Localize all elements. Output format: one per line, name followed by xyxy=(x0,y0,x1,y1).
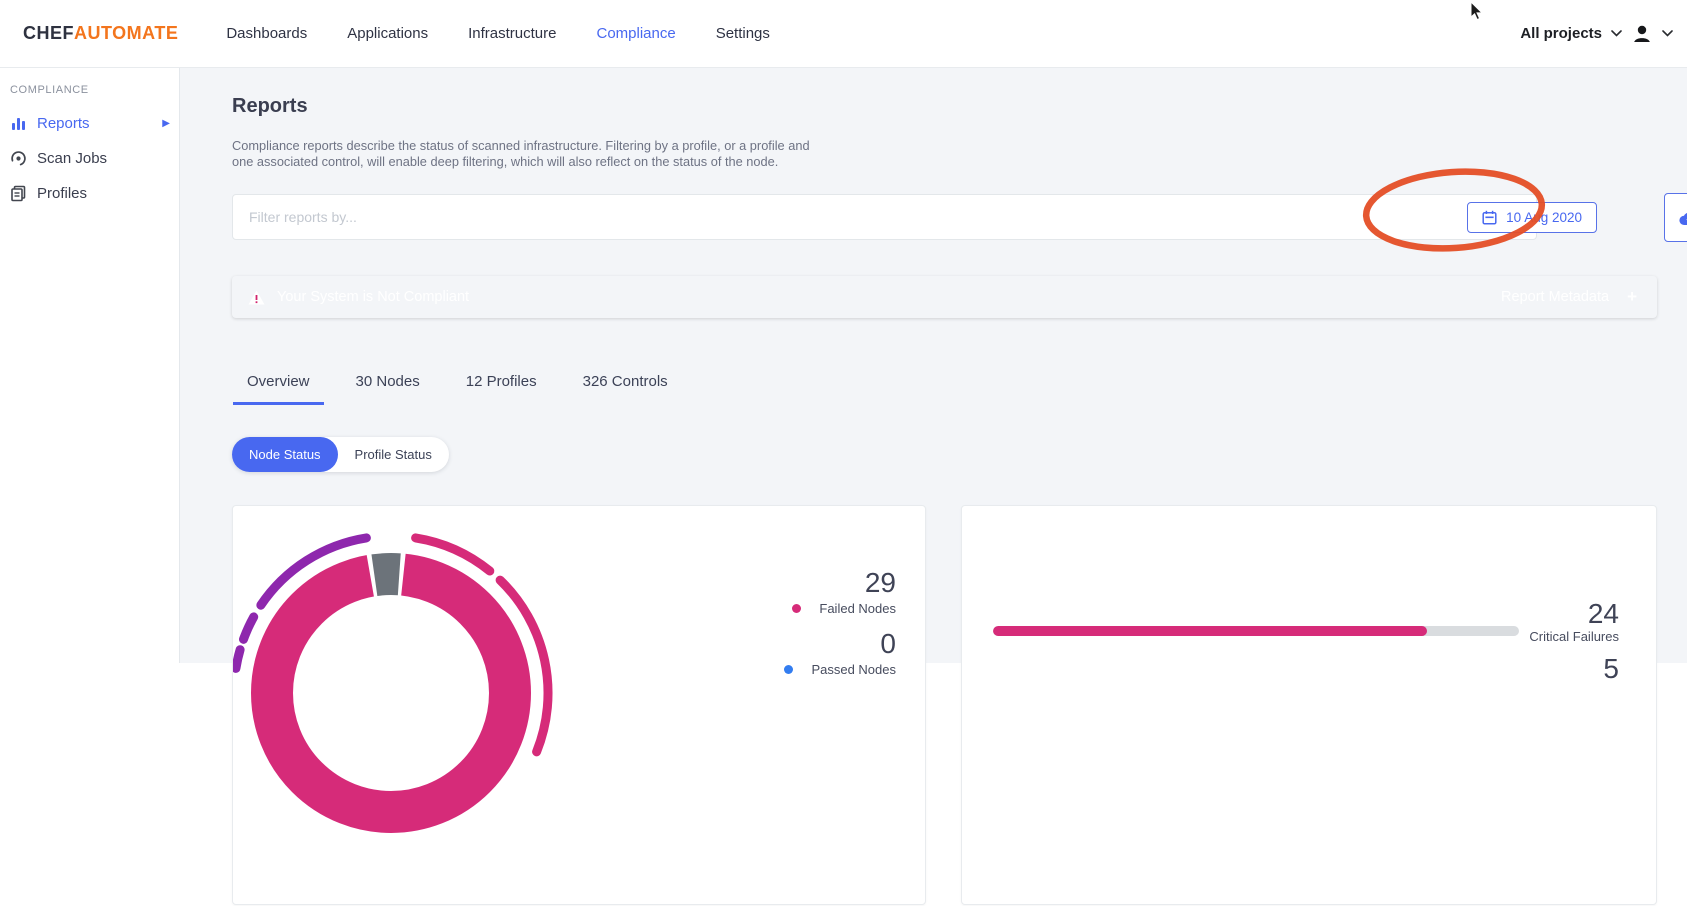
nav-dashboards[interactable]: Dashboards xyxy=(226,25,308,42)
cloud-download-icon xyxy=(1679,212,1687,225)
node-failures-card: 24 Critical Failures 5 xyxy=(961,505,1657,905)
failed-nodes-count: 29 xyxy=(864,567,896,598)
toggle-node-status[interactable]: Node Status xyxy=(232,437,338,472)
passed-nodes-label: Passed Nodes xyxy=(811,662,896,677)
status-type-toggle: Node Status Profile Status xyxy=(232,437,449,472)
page-description-line1: Compliance reports describe the status o… xyxy=(232,138,810,153)
date-range-label: 10 Aug 2020 xyxy=(1506,210,1582,225)
compliance-sidebar: COMPLIANCE Reports ▶ Scan Jobs xyxy=(0,68,180,663)
filter-reports-input[interactable] xyxy=(232,194,1537,240)
page-description-line2: one associated control, will enable deep… xyxy=(232,153,779,169)
primary-nav: Dashboards Applications Infrastructure C… xyxy=(226,25,770,42)
sidebar-item-scan-jobs[interactable]: Scan Jobs xyxy=(0,141,179,176)
failed-dot-icon xyxy=(792,604,802,613)
user-avatar-icon[interactable] xyxy=(1631,23,1653,45)
next-severity-count: 5 xyxy=(1603,653,1619,684)
reports-main-panel: Reports Compliance reports describe the … xyxy=(180,68,1687,905)
sidebar-item-label: Reports xyxy=(37,115,90,132)
node-status-donut-chart xyxy=(233,533,553,833)
node-status-card: 29 Failed Nodes 0 Passed Nodes xyxy=(232,505,926,905)
nav-applications[interactable]: Applications xyxy=(347,25,429,42)
critical-failures-count: 24 xyxy=(1587,598,1619,629)
projects-filter-button[interactable]: All projects xyxy=(1520,25,1602,42)
passed-dot-icon xyxy=(784,665,794,674)
nav-infrastructure[interactable]: Infrastructure xyxy=(468,25,557,42)
report-tabs: Overview 30 Nodes 12 Profiles 326 Contro… xyxy=(233,365,682,405)
nav-compliance[interactable]: Compliance xyxy=(596,25,676,42)
calendar-icon xyxy=(1482,210,1497,225)
sidebar-item-reports[interactable]: Reports ▶ xyxy=(0,106,179,141)
page-title: Reports xyxy=(232,95,308,117)
radar-icon xyxy=(10,150,27,167)
critical-failures-label: Critical Failures xyxy=(1529,629,1619,644)
sidebar-item-profiles[interactable]: Profiles xyxy=(0,176,179,211)
donut-legend: 29 Failed Nodes 0 Passed Nodes xyxy=(746,568,896,690)
severity-row-critical: 24 Critical Failures xyxy=(962,599,1656,651)
logo-chef: CHEF xyxy=(23,23,74,43)
report-metadata-label: Report Metadata xyxy=(1501,289,1610,305)
filter-toolbar: 10 Aug 2020 xyxy=(232,193,1687,242)
critical-failures-stat: 24 Critical Failures xyxy=(1529,598,1619,645)
user-menu-chevron-down-icon[interactable] xyxy=(1662,30,1673,37)
severity-row-next: 5 xyxy=(962,654,1656,706)
submenu-arrow-icon[interactable]: ▶ xyxy=(162,118,170,129)
report-metadata-toggle[interactable]: Report Metadata + xyxy=(1501,287,1637,307)
toggle-profile-status[interactable]: Profile Status xyxy=(354,447,432,462)
banner-message: Your System is Not Compliant xyxy=(277,289,470,305)
critical-failures-bar-fill xyxy=(993,626,1428,636)
tab-profiles[interactable]: 12 Profiles xyxy=(465,373,537,390)
topbar-right-controls: All projects xyxy=(1520,23,1673,45)
failed-nodes-label: Failed Nodes xyxy=(819,601,896,616)
sidebar-item-label: Scan Jobs xyxy=(37,150,108,167)
next-severity-stat: 5 xyxy=(1603,654,1619,684)
date-range-button[interactable]: 10 Aug 2020 xyxy=(1467,202,1597,233)
top-navigation-bar: CHEFAUTOMATE Dashboards Applications Inf… xyxy=(0,0,1687,68)
legend-failed-nodes: 29 Failed Nodes xyxy=(746,568,896,616)
expand-plus-icon: + xyxy=(1627,287,1637,306)
nav-settings[interactable]: Settings xyxy=(715,25,770,42)
tab-controls[interactable]: 326 Controls xyxy=(582,373,668,390)
warning-icon xyxy=(248,290,265,305)
legend-passed-nodes: 0 Passed Nodes xyxy=(746,629,896,677)
download-report-button[interactable] xyxy=(1664,193,1687,242)
passed-nodes-count: 0 xyxy=(880,628,896,659)
not-compliant-banner: Your System is Not Compliant Report Meta… xyxy=(232,276,1657,318)
chevron-down-icon[interactable] xyxy=(1611,30,1622,37)
page-description: Compliance reports describe the status o… xyxy=(232,138,810,169)
critical-failures-bar-track xyxy=(993,626,1519,636)
sidebar-section-label: COMPLIANCE xyxy=(10,84,89,96)
logo-automate: AUTOMATE xyxy=(74,23,179,43)
profiles-icon xyxy=(10,185,27,202)
tab-nodes[interactable]: 30 Nodes xyxy=(355,373,420,390)
chef-automate-logo[interactable]: CHEFAUTOMATE xyxy=(23,23,178,44)
sidebar-item-label: Profiles xyxy=(37,185,88,202)
tab-overview[interactable]: Overview xyxy=(233,365,324,405)
bar-chart-icon xyxy=(10,115,27,132)
